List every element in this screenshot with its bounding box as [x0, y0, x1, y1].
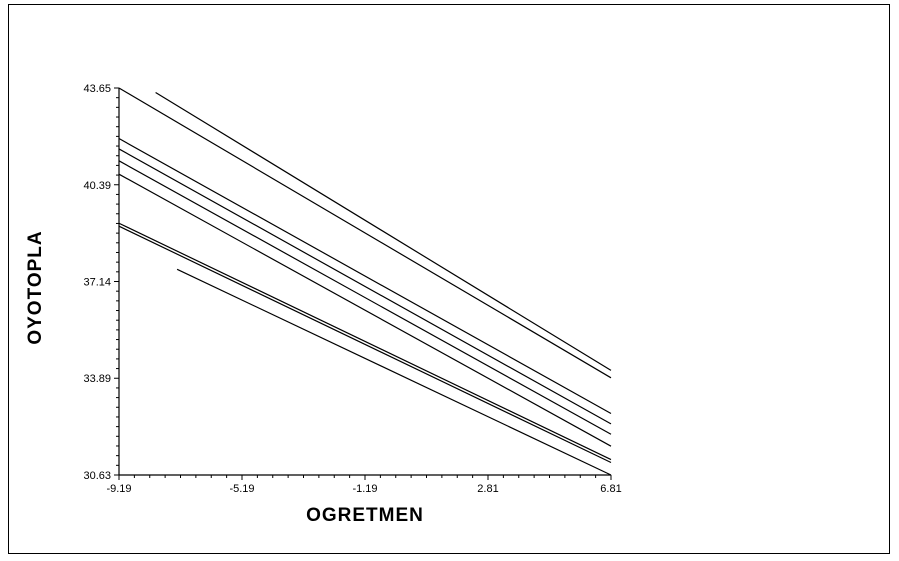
y-tick-label: 30.63: [83, 470, 111, 482]
y-tick-label: 33.89: [83, 373, 111, 385]
x-tick-label: -1.19: [352, 483, 377, 495]
axes: [118, 88, 611, 476]
y-axis-title: OYOTOPLA: [25, 230, 46, 344]
series-line-1: [118, 87, 612, 379]
x-tick-label: -9.19: [106, 483, 131, 495]
chart-frame: 30.63 33.89 37.14 40.39 43.65 -9.19 -5.19 -1.19…: [8, 4, 890, 554]
series-line-4: [118, 148, 612, 425]
line-chart: 30.63 33.89 37.14 40.39 43.65 -9.19 -5.19 -1.19…: [25, 83, 622, 526]
series-layer: [118, 87, 612, 476]
y-tick-label: 40.39: [83, 180, 111, 192]
ticks: 30.63 33.89 37.14 40.39 43.65 -9.19 -5.19 -1.19…: [83, 83, 621, 495]
x-tick-label: 6.81: [600, 483, 621, 495]
series-line-2: [155, 91, 612, 371]
series-line-5: [118, 160, 612, 435]
series-line-7: [118, 222, 612, 461]
x-tick-label: 2.81: [477, 483, 498, 495]
series-line-6: [118, 173, 612, 447]
x-axis-title: OGRETMEN: [306, 505, 424, 526]
x-tick-label: -5.19: [229, 483, 254, 495]
y-tick-label: 43.65: [83, 83, 111, 95]
y-tick-label: 37.14: [83, 277, 111, 289]
series-line-3: [118, 138, 612, 414]
series-line-8: [118, 225, 612, 464]
series-line-9: [176, 268, 612, 476]
